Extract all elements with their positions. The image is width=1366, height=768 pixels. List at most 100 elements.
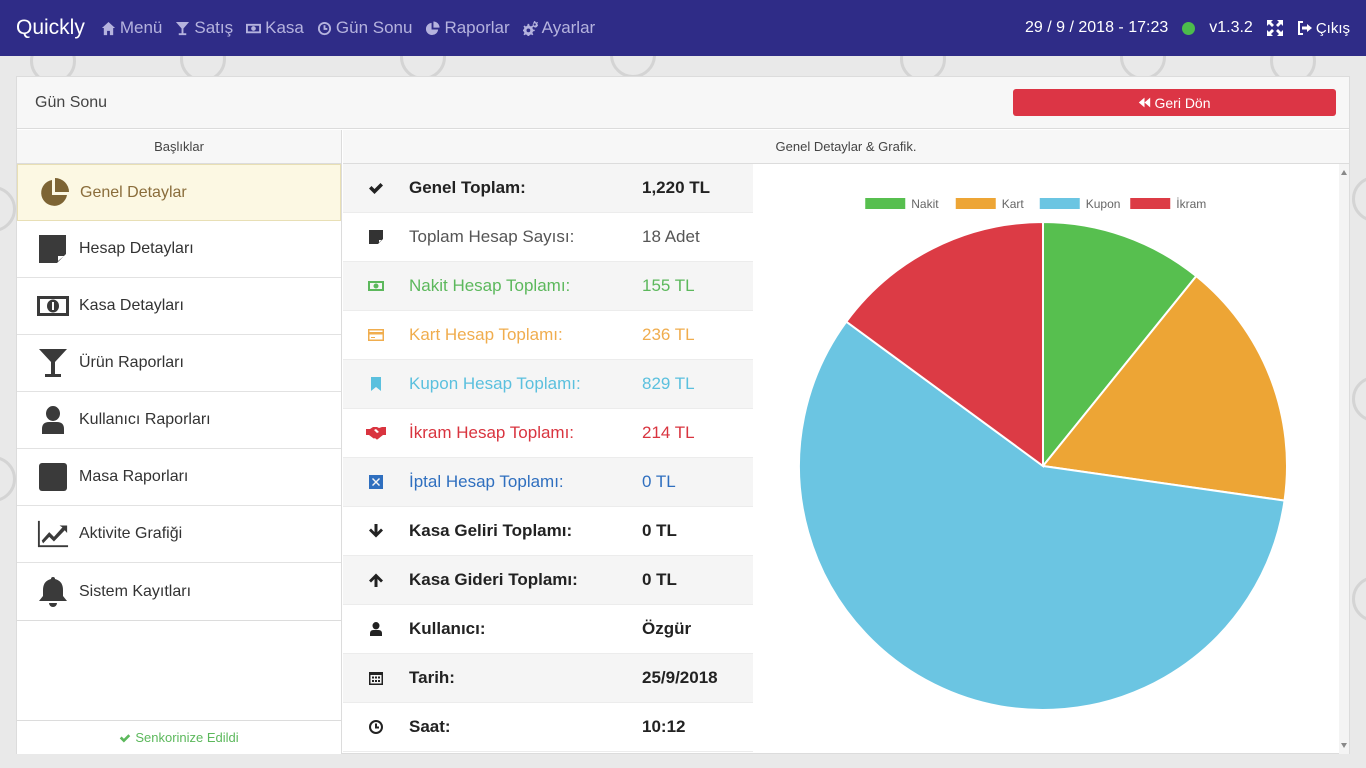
money-icon bbox=[37, 296, 69, 316]
row-label: Kullanıcı: bbox=[409, 619, 486, 638]
legend-label: İkram bbox=[1176, 197, 1206, 211]
app-brand[interactable]: Quickly bbox=[16, 16, 85, 39]
table-row: Kupon Hesap Toplamı: 829 TL bbox=[343, 360, 753, 409]
legend-item[interactable]: Nakit bbox=[865, 197, 939, 211]
sidebar-item-urun-raporlari[interactable]: Ürün Raporları bbox=[17, 335, 341, 392]
arrow-up-icon bbox=[369, 573, 383, 587]
sidebar-item-label: Hesap Detayları bbox=[79, 240, 194, 257]
top-navbar: Quickly Menü Satış Kasa Gün Sonu Raporla… bbox=[0, 0, 1366, 56]
row-label: Kasa Geliri Toplamı: bbox=[409, 521, 573, 540]
fullscreen-icon[interactable] bbox=[1266, 20, 1283, 36]
line-chart-icon bbox=[37, 520, 69, 548]
sidebar-item-genel-detaylar[interactable]: Genel Detaylar bbox=[17, 164, 341, 221]
nav-raporlar[interactable]: Raporlar bbox=[425, 18, 510, 38]
sync-status: Senkorinize Edildi bbox=[17, 720, 341, 754]
sidebar-item-label: Kasa Detayları bbox=[79, 297, 184, 314]
credit-card-icon bbox=[368, 329, 384, 341]
nav-kasa-label: Kasa bbox=[265, 18, 304, 37]
sign-out-icon bbox=[1297, 21, 1312, 35]
sticky-note-icon bbox=[369, 230, 383, 244]
legend-swatch bbox=[1039, 198, 1080, 209]
nav-raporlar-label: Raporlar bbox=[444, 18, 510, 37]
table-row: Kart Hesap Toplamı: 236 TL bbox=[343, 311, 753, 360]
row-label: Kupon Hesap Toplamı: bbox=[409, 374, 581, 393]
legend-swatch bbox=[1130, 198, 1171, 209]
legend-item[interactable]: Kart bbox=[955, 197, 1025, 211]
row-label: Nakit Hesap Toplamı: bbox=[409, 276, 571, 295]
sidebar-item-masa-raporlari[interactable]: Masa Raporları bbox=[17, 449, 341, 506]
table-row: İkram Hesap Toplamı: 214 TL bbox=[343, 409, 753, 458]
details-section: Genel Detaylar & Grafik. Genel Toplam: 1… bbox=[343, 130, 1349, 754]
arrow-down-icon bbox=[369, 524, 383, 538]
row-label: İkram Hesap Toplamı: bbox=[409, 423, 575, 442]
nav-menu[interactable]: Menü bbox=[101, 18, 162, 38]
bell-icon bbox=[39, 576, 67, 607]
sidebar-item-aktivite-grafigi[interactable]: Aktivite Grafiği bbox=[17, 506, 341, 563]
scroll-down-arrow[interactable] bbox=[1341, 743, 1347, 748]
legend-item[interactable]: Kupon bbox=[1039, 197, 1121, 211]
money-icon bbox=[368, 281, 384, 291]
sync-status-label: Senkorinize Edildi bbox=[135, 730, 239, 745]
logout-button[interactable]: Çıkış bbox=[1297, 20, 1350, 37]
row-value: 155 TL bbox=[642, 276, 695, 295]
sidebar-item-hesap-detaylari[interactable]: Hesap Detayları bbox=[17, 221, 341, 278]
pie-slice-kart[interactable] bbox=[1041, 274, 1288, 502]
sidebar-item-label: Genel Detaylar bbox=[80, 183, 187, 201]
panel-header: Gün Sonu Geri Dön bbox=[17, 77, 1349, 129]
row-value: 214 TL bbox=[642, 423, 695, 442]
pie-slice-i̇kram[interactable] bbox=[844, 220, 1044, 468]
table-row: Kasa Geliri Toplamı: 0 TL bbox=[343, 507, 753, 556]
sidebar-item-label: Aktivite Grafiği bbox=[79, 525, 183, 542]
row-label: Saat: bbox=[409, 717, 451, 736]
sidebar-item-label: Ürün Raporları bbox=[79, 354, 184, 371]
legend-swatch bbox=[955, 198, 996, 209]
sidebar-item-kullanici-raporlari[interactable]: Kullanıcı Raporları bbox=[17, 392, 341, 449]
table-row: Kullanıcı: Özgür bbox=[343, 605, 753, 654]
row-value: 10:12 bbox=[642, 717, 686, 736]
pie-chart-icon bbox=[41, 177, 69, 206]
nav-satis[interactable]: Satış bbox=[175, 18, 233, 38]
row-label: Toplam Hesap Sayısı: bbox=[409, 227, 575, 246]
details-header: Genel Detaylar & Grafik. bbox=[343, 130, 1349, 164]
check-icon bbox=[369, 183, 383, 194]
row-label: Kasa Gideri Toplamı: bbox=[409, 570, 578, 589]
sidebar-header: Başlıklar bbox=[17, 130, 341, 164]
nav-satis-label: Satış bbox=[194, 18, 234, 37]
bookmark-icon bbox=[371, 377, 381, 391]
table-row: Toplam Hesap Sayısı: 18 Adet bbox=[343, 213, 753, 262]
navbar-right: 29 / 9 / 2018 - 17:23 v1.3.2 Çıkış bbox=[1025, 19, 1350, 37]
nav-gun-sonu[interactable]: Gün Sonu bbox=[317, 18, 413, 38]
clock-icon bbox=[369, 720, 383, 734]
row-value: 236 TL bbox=[642, 325, 695, 344]
pie-chart-icon bbox=[426, 20, 440, 35]
table-row: Tarih: 25/9/2018 bbox=[343, 654, 753, 703]
logout-label: Çıkış bbox=[1315, 19, 1350, 37]
nav-gun-sonu-label: Gün Sonu bbox=[335, 18, 413, 37]
scroll-up-arrow[interactable] bbox=[1341, 170, 1347, 175]
nav-ayarlar-label: Ayarlar bbox=[541, 18, 596, 37]
sidebar: Başlıklar Genel Detaylar Hesap Detayları… bbox=[17, 130, 342, 754]
back-button[interactable]: Geri Dön bbox=[1013, 89, 1336, 116]
cancel-square-icon bbox=[369, 475, 383, 489]
row-value: 18 Adet bbox=[642, 227, 700, 246]
nav-kasa[interactable]: Kasa bbox=[246, 18, 304, 38]
handshake-icon bbox=[366, 427, 386, 440]
row-value: 829 TL bbox=[642, 374, 695, 393]
home-icon bbox=[101, 21, 115, 35]
row-label: Tarih: bbox=[409, 668, 455, 687]
chart-scrollbar[interactable] bbox=[1339, 164, 1349, 754]
row-value: 1,220 TL bbox=[642, 178, 711, 197]
back-button-label: Geri Dön bbox=[1154, 94, 1211, 111]
legend-item[interactable]: İkram bbox=[1130, 197, 1206, 211]
pie-slice-kupon[interactable] bbox=[798, 320, 1286, 711]
row-label: Genel Toplam: bbox=[409, 178, 526, 197]
version-label: v1.3.2 bbox=[1209, 19, 1253, 36]
nav-ayarlar[interactable]: Ayarlar bbox=[522, 18, 596, 38]
sidebar-item-sistem-kayitlari[interactable]: Sistem Kayıtları bbox=[17, 563, 341, 620]
legend-label: Nakit bbox=[911, 197, 939, 211]
sidebar-item-kasa-detaylari[interactable]: Kasa Detayları bbox=[17, 278, 341, 335]
row-value: 0 TL bbox=[642, 570, 677, 589]
calendar-icon bbox=[369, 672, 383, 685]
money-icon bbox=[246, 23, 262, 33]
pie-slice-nakit[interactable] bbox=[1042, 220, 1198, 469]
